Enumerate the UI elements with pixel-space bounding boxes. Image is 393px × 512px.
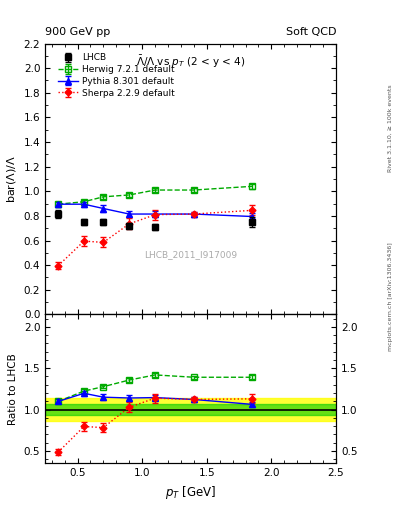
Text: LHCB_2011_I917009: LHCB_2011_I917009: [144, 250, 237, 259]
Bar: [45, 404, 336, 415]
Y-axis label: Ratio to LHCB: Ratio to LHCB: [8, 353, 18, 425]
Bar: [45, 398, 336, 421]
Legend: LHCB, Herwig 7.2.1 default, Pythia 8.301 default, Sherpa 2.2.9 default: LHCB, Herwig 7.2.1 default, Pythia 8.301…: [55, 51, 177, 100]
Text: mcplots.cern.ch [arXiv:1306.3436]: mcplots.cern.ch [arXiv:1306.3436]: [388, 243, 393, 351]
Text: 900 GeV pp: 900 GeV pp: [45, 27, 110, 37]
Text: Soft QCD: Soft QCD: [286, 27, 336, 37]
X-axis label: $p_T$ [GeV]: $p_T$ [GeV]: [165, 484, 216, 501]
Y-axis label: bar($\Lambda$)/$\Lambda$: bar($\Lambda$)/$\Lambda$: [5, 155, 18, 203]
Text: Rivet 3.1.10, ≥ 100k events: Rivet 3.1.10, ≥ 100k events: [388, 84, 393, 172]
Text: $\bar{\Lambda}/\Lambda$ vs $p_T$ (2 < y < 4): $\bar{\Lambda}/\Lambda$ vs $p_T$ (2 < y …: [136, 54, 245, 71]
